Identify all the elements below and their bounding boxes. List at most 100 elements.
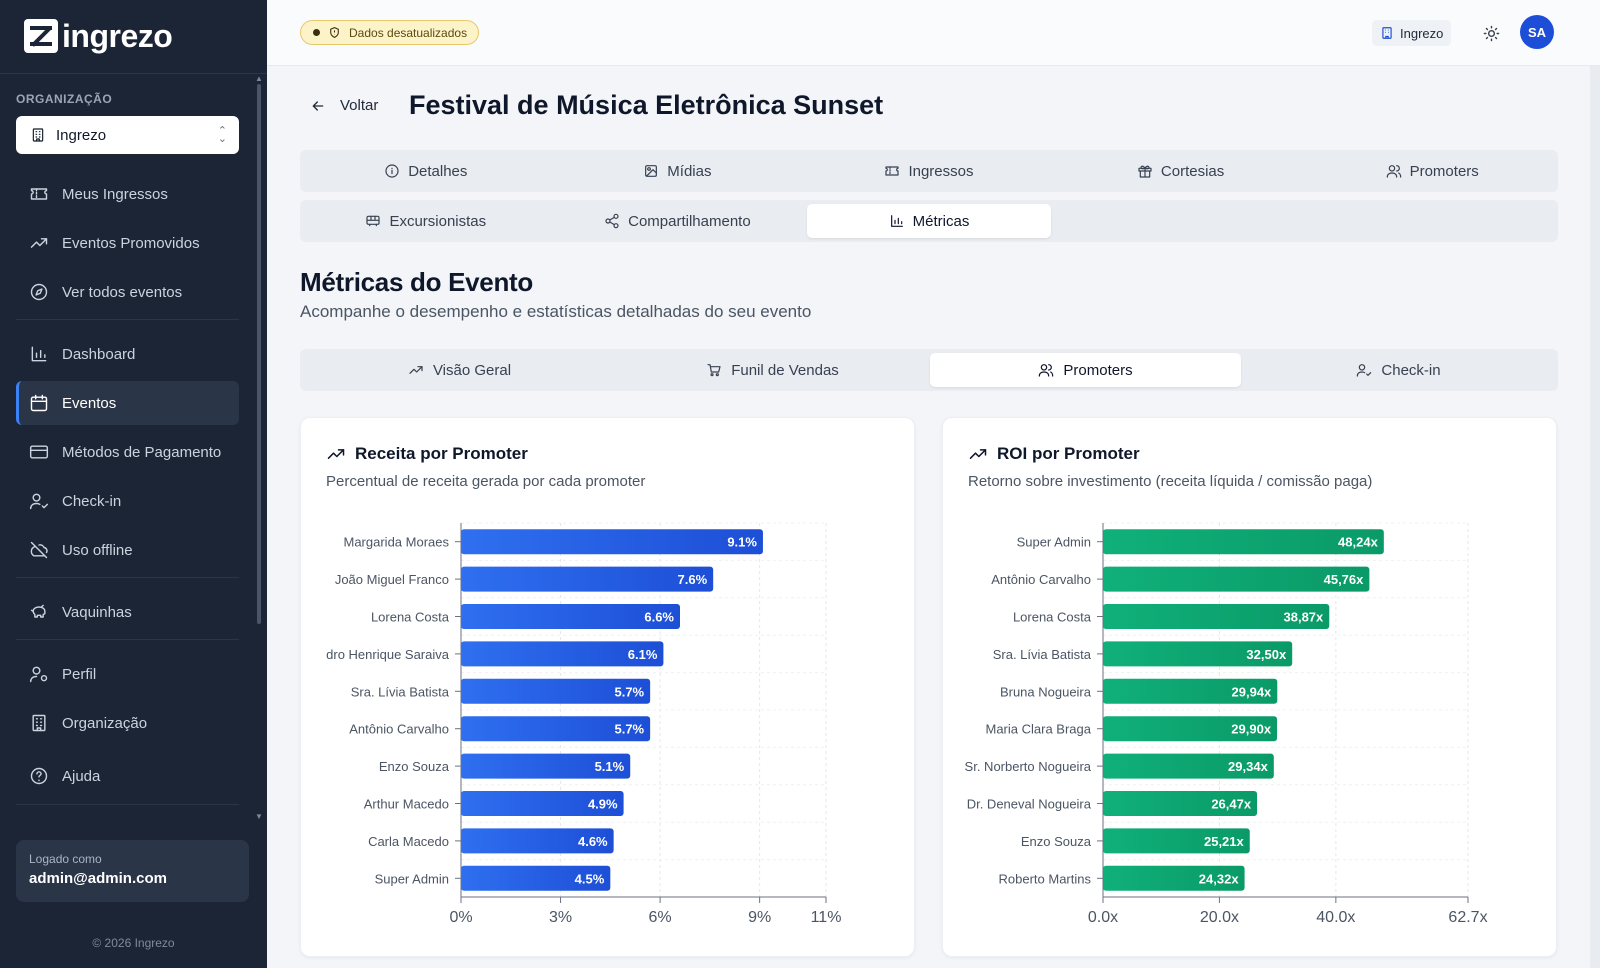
sidebar-item-metodos-de-pagamento[interactable]: Métodos de Pagamento <box>16 430 239 474</box>
users-icon <box>1386 165 1401 178</box>
bar[interactable] <box>461 865 611 891</box>
bar[interactable] <box>1103 604 1330 629</box>
bar[interactable] <box>461 529 763 555</box>
bar[interactable] <box>461 604 680 629</box>
sidebar-item-eventos[interactable]: Eventos <box>16 381 239 425</box>
bar[interactable] <box>1103 529 1384 555</box>
revenue-chart-title: Receita por Promoter <box>326 444 528 464</box>
bar[interactable] <box>461 716 651 742</box>
bar[interactable] <box>461 828 614 854</box>
sidebar-scrollbar[interactable] <box>257 84 261 624</box>
bar[interactable] <box>461 791 624 816</box>
category-label: Super Admin <box>375 871 449 886</box>
sun-icon <box>1483 25 1499 41</box>
logged-in-card: Logado como admin@admin.com <box>16 840 249 902</box>
metrics-subtab-promoters[interactable]: Promoters <box>930 353 1241 387</box>
bar[interactable] <box>461 678 651 704</box>
bar-value-label: 29,94x <box>1232 684 1273 699</box>
category-label: Roberto Martins <box>999 871 1092 886</box>
bar-value-label: 6.6% <box>644 610 674 625</box>
sidebar-item-uso-offline[interactable]: Uso offline <box>16 528 239 572</box>
bar[interactable] <box>1103 753 1274 779</box>
org-chip[interactable]: Ingrezo <box>1372 20 1452 46</box>
user-check-icon <box>29 491 49 511</box>
sidebar-item-check-in[interactable]: Check-in <box>16 479 239 523</box>
trending-up-icon <box>969 449 987 459</box>
bar[interactable] <box>461 641 664 667</box>
bar[interactable] <box>461 566 714 592</box>
piggy-bank-icon <box>30 604 46 618</box>
org-label: ORGANIZAÇÃO <box>16 92 113 106</box>
page-scrollbar[interactable] <box>1590 66 1600 968</box>
tab-label: Excursionistas <box>389 212 487 230</box>
category-label: João Miguel Franco <box>335 572 449 587</box>
ticket-icon <box>30 188 48 200</box>
bar[interactable] <box>1103 641 1293 667</box>
category-label: Super Admin <box>1017 535 1091 550</box>
metrics-subtab-check-in[interactable]: Check-in <box>1243 353 1554 387</box>
bar[interactable] <box>1103 678 1278 704</box>
bar[interactable] <box>1103 791 1258 816</box>
org-selector[interactable]: Ingrezo ⌃ ⌄ <box>16 116 239 154</box>
tab-excursionistas[interactable]: Excursionistas <box>304 204 548 238</box>
bar[interactable] <box>1103 716 1278 742</box>
sidebar-item-eventos-promovidos[interactable]: Eventos Promovidos <box>16 221 239 265</box>
app-logo[interactable]: ingrezo <box>24 18 173 54</box>
metrics-subtab-funil-de-vendas[interactable]: Funil de Vendas <box>617 353 928 387</box>
theme-toggle-button[interactable] <box>1478 20 1504 46</box>
building-icon <box>32 714 46 732</box>
share-icon <box>605 213 619 229</box>
sidebar-item-label: Vaquinhas <box>62 603 132 621</box>
back-button[interactable]: Voltar <box>310 97 378 114</box>
category-label: Sr. Norberto Nogueira <box>965 759 1092 774</box>
user-avatar[interactable]: SA <box>1520 15 1554 49</box>
tab-cortesias[interactable]: Cortesias <box>1059 154 1303 188</box>
back-label: Voltar <box>340 97 379 114</box>
tab-ingressos[interactable]: Ingressos <box>807 154 1051 188</box>
category-label: Sra. Lívia Batista <box>351 684 450 699</box>
tab-metricas[interactable]: Métricas <box>807 204 1051 238</box>
user-check-icon <box>29 493 49 510</box>
page-title: Festival de Música Eletrônica Sunset <box>409 90 884 120</box>
bar[interactable] <box>461 753 631 779</box>
metrics-subtitle: Acompanhe o desempenho e estatísticas de… <box>300 302 812 321</box>
sidebar-item-ver-todos-eventos[interactable]: Ver todos eventos <box>16 270 239 314</box>
bar-value-label: 45,76x <box>1324 572 1365 587</box>
bar[interactable] <box>1103 566 1370 592</box>
sidebar-item-perfil[interactable]: Perfil <box>16 652 239 696</box>
tab-label: Promoters <box>1409 162 1479 180</box>
bar[interactable] <box>1103 828 1250 854</box>
tab-promoters[interactable]: Promoters <box>1310 154 1554 188</box>
sidebar-item-vaquinhas[interactable]: Vaquinhas <box>16 590 239 634</box>
sidebar-item-meus-ingressos[interactable]: Meus Ingressos <box>16 172 239 216</box>
sidebar-item-dashboard[interactable]: Dashboard <box>16 332 239 376</box>
info-icon <box>385 164 399 178</box>
bar-value-label: 5.7% <box>614 722 644 737</box>
sidebar-item-label: Ver todos eventos <box>62 283 183 301</box>
x-tick-label: 3% <box>549 909 572 926</box>
metrics-subtab-visao-geral[interactable]: Visão Geral <box>304 353 615 387</box>
sidebar-divider <box>16 577 239 578</box>
tab-midias[interactable]: Mídias <box>556 154 800 188</box>
category-label: Maria Clara Braga <box>986 722 1092 737</box>
scroll-down-arrow-icon[interactable]: ▼ <box>255 812 263 821</box>
logged-email: admin@admin.com <box>29 870 167 887</box>
tab-detalhes[interactable]: Detalhes <box>304 154 548 188</box>
bar-value-label: 48,24x <box>1338 535 1379 550</box>
sidebar-item-ajuda[interactable]: Ajuda <box>16 754 239 798</box>
tab-label: Mídias <box>667 162 712 180</box>
bar-value-label: 25,21x <box>1204 834 1245 849</box>
trending-up-icon <box>29 233 49 253</box>
category-label: Lorena Costa <box>1013 610 1092 625</box>
building-icon <box>28 125 48 145</box>
sidebar-item-label: Meus Ingressos <box>62 185 168 203</box>
category-label: Carla Macedo <box>368 834 449 849</box>
roi-by-promoter-card: ROI por Promoter Retorno sobre investime… <box>942 417 1557 957</box>
sidebar-item-organizacao[interactable]: Organização <box>16 701 239 745</box>
bar-value-label: 26,47x <box>1211 797 1252 812</box>
bar[interactable] <box>1103 865 1245 891</box>
tab-compartilhamento[interactable]: Compartilhamento <box>556 204 800 238</box>
subtab-label: Funil de Vendas <box>731 361 839 379</box>
scroll-up-arrow-icon[interactable]: ▲ <box>255 74 263 83</box>
sidebar-item-label: Dashboard <box>62 345 136 363</box>
